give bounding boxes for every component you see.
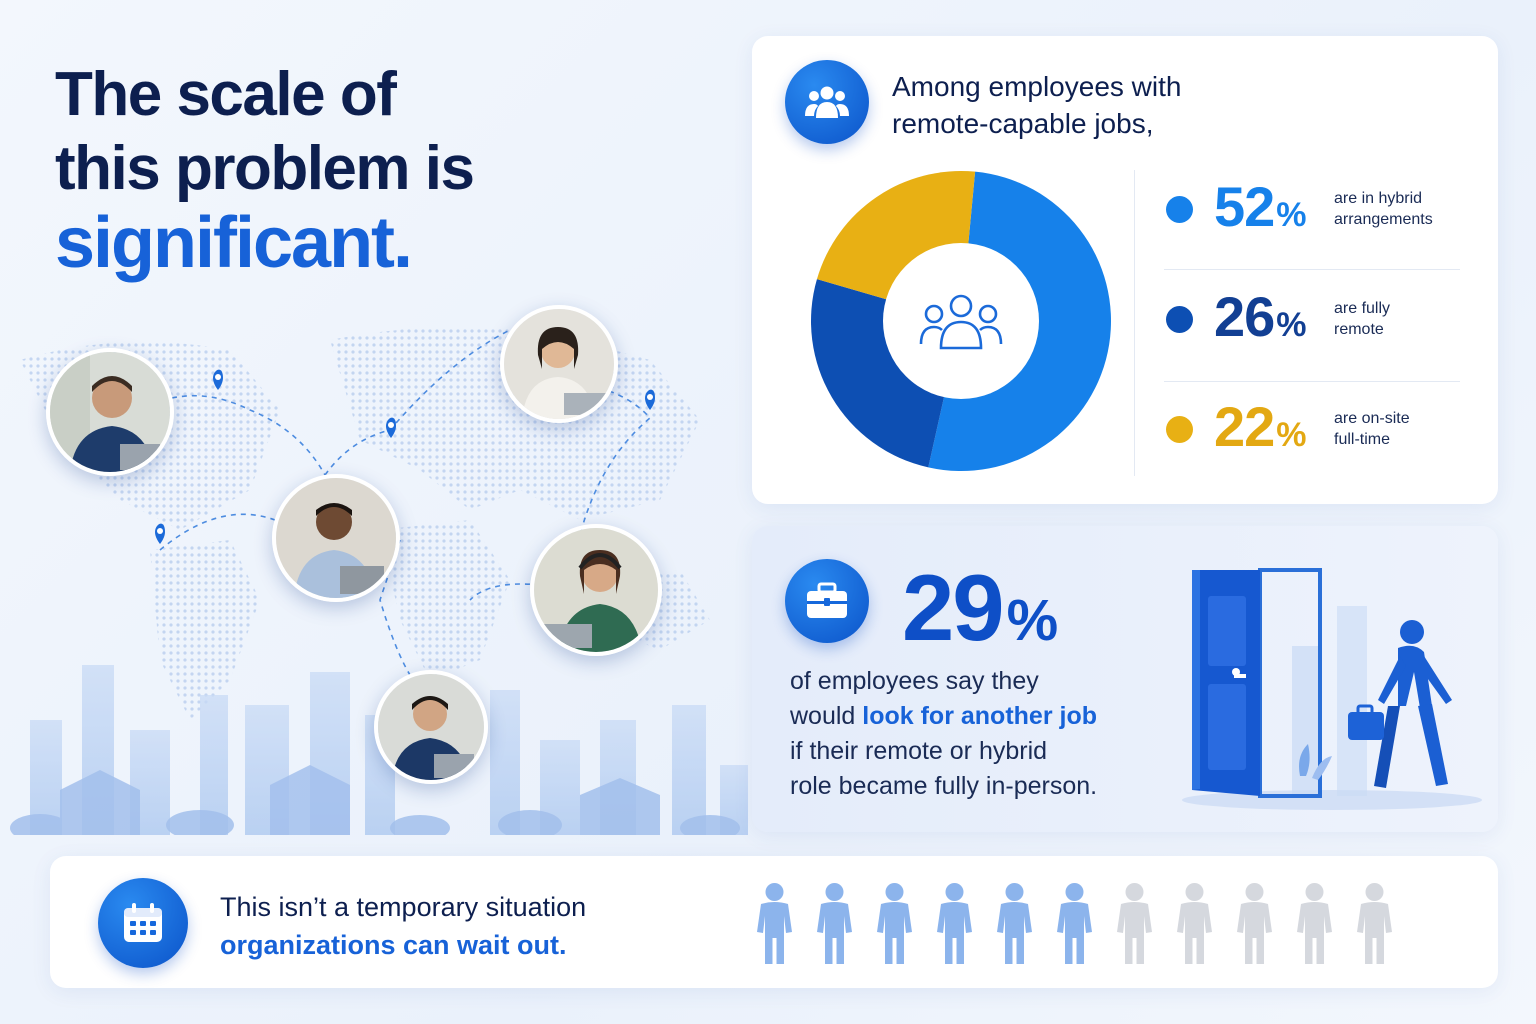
legend-item: 52% are in hybrid arrangements xyxy=(1164,160,1460,260)
people-pictogram-row xyxy=(755,882,1394,966)
title-line-2: this problem is xyxy=(55,134,475,203)
people-group-icon xyxy=(785,60,869,144)
remote-worker-photo xyxy=(272,474,400,602)
legend-dot xyxy=(1166,196,1193,223)
legend-percent-value: 22 xyxy=(1214,395,1275,458)
legend-label-line-1: are in hybrid xyxy=(1334,190,1423,207)
remote-worker-photo xyxy=(530,524,662,656)
legend-separator xyxy=(1164,381,1460,382)
remote-worker-photo xyxy=(500,305,618,423)
persistence-line-2: organizations can wait out. xyxy=(220,930,567,960)
stat-line-2: would look for another job xyxy=(790,699,1097,734)
legend-divider xyxy=(1134,170,1135,476)
location-pin-icon xyxy=(155,523,165,544)
job-search-stat-card: 29% of employees say they would look for… xyxy=(752,526,1498,832)
stat-line-4: role became fully in-person. xyxy=(790,772,1098,800)
stat-description: of employees say they would look for ano… xyxy=(790,664,1097,804)
location-pin-icon xyxy=(645,389,655,410)
houses xyxy=(10,765,740,842)
stat-line-1: of employees say they xyxy=(790,667,1039,695)
legend-label-line-2: full-time xyxy=(1334,431,1391,448)
remote-jobs-card: Among employees with remote-capable jobs… xyxy=(752,36,1498,504)
legend-percent: 22% xyxy=(1214,394,1307,459)
legend-label: are on-site full-time xyxy=(1334,408,1410,450)
persistence-message: This isn’t a temporary situation organiz… xyxy=(220,888,586,964)
location-pin-icon xyxy=(213,369,223,390)
legend-separator xyxy=(1164,269,1460,270)
person-leaving-door-illustration xyxy=(1182,568,1482,810)
stat-line-2-prefix: would xyxy=(790,702,863,730)
legend-label: are in hybrid arrangements xyxy=(1334,188,1433,230)
legend-percent-sign: % xyxy=(1276,306,1306,344)
stat-value: 29% xyxy=(902,554,1059,662)
world-map-illustration xyxy=(0,300,750,842)
person-icon-highlighted xyxy=(1055,882,1094,966)
legend-label-line-2: remote xyxy=(1334,321,1384,338)
stat-number: 29 xyxy=(902,555,1005,660)
person-icon-muted xyxy=(1235,882,1274,966)
location-pins xyxy=(155,369,655,544)
legend-percent: 52% xyxy=(1214,174,1307,239)
legend-dot xyxy=(1166,416,1193,443)
person-icon-muted xyxy=(1115,882,1154,966)
legend-label: are fully remote xyxy=(1334,298,1390,340)
stat-percent-sign: % xyxy=(1006,588,1059,653)
legend-percent-sign: % xyxy=(1276,196,1306,234)
legend-label-line-1: are fully xyxy=(1334,300,1391,317)
legend-item: 26% are fully remote xyxy=(1164,270,1460,370)
legend-percent: 26% xyxy=(1214,284,1307,349)
person-icon-highlighted xyxy=(995,882,1034,966)
remote-worker-photo xyxy=(374,670,488,784)
stat-highlight: look for another job xyxy=(862,702,1097,730)
legend-label-line-1: are on-site xyxy=(1334,410,1410,427)
persistence-line-1: This isn’t a temporary situation xyxy=(220,892,587,922)
legend-dot xyxy=(1166,306,1193,333)
not-temporary-card: This isn’t a temporary situation organiz… xyxy=(50,856,1498,988)
legend-item: 22% are on-site full-time xyxy=(1164,380,1460,480)
chart-heading-line-2: remote-capable jobs, xyxy=(892,108,1154,139)
donut-chart xyxy=(811,170,1111,471)
calendar-icon xyxy=(98,878,188,968)
briefcase-icon xyxy=(785,559,869,643)
legend-percent-value: 26 xyxy=(1214,285,1275,348)
title-line-3: significant. xyxy=(55,203,413,283)
people-group-outline-icon xyxy=(919,294,1003,350)
connection-lines xyxy=(159,329,652,676)
chart-heading: Among employees with remote-capable jobs… xyxy=(892,68,1181,142)
page-title: The scale of this problem is significant… xyxy=(55,58,475,283)
continents-dotted xyxy=(20,326,710,720)
remote-worker-photo xyxy=(46,348,174,476)
legend-percent-sign: % xyxy=(1276,416,1306,454)
person-icon-highlighted xyxy=(875,882,914,966)
stat-line-3: if their remote or hybrid xyxy=(790,737,1048,765)
chart-heading-line-1: Among employees with xyxy=(892,71,1182,102)
legend-percent-value: 52 xyxy=(1214,175,1275,238)
legend-label-line-2: arrangements xyxy=(1334,211,1433,228)
world-map-graphic xyxy=(10,326,748,842)
person-icon-muted xyxy=(1295,882,1334,966)
person-icon-muted xyxy=(1355,882,1394,966)
location-pin-icon xyxy=(386,417,396,438)
person-icon-highlighted xyxy=(815,882,854,966)
person-icon-highlighted xyxy=(935,882,974,966)
person-icon-muted xyxy=(1175,882,1214,966)
title-line-1: The scale of xyxy=(55,60,397,129)
person-icon-highlighted xyxy=(755,882,794,966)
